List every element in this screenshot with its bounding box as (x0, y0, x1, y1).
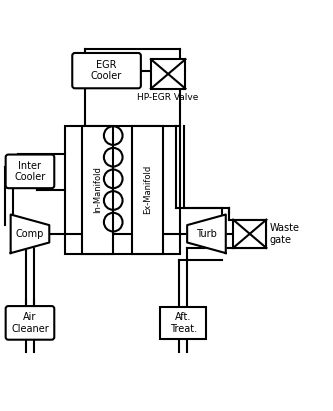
Text: Ex-Manifold: Ex-Manifold (143, 165, 152, 214)
Text: HP-EGR Valve: HP-EGR Valve (138, 92, 199, 102)
Text: EGR
Cooler: EGR Cooler (91, 60, 122, 81)
Text: Waste
gate: Waste gate (270, 223, 300, 245)
Bar (233, 219, 266, 248)
Bar (151, 59, 185, 89)
Text: In-Manifold: In-Manifold (93, 166, 102, 213)
Text: Turb: Turb (196, 229, 217, 239)
FancyBboxPatch shape (6, 306, 54, 340)
Bar (160, 307, 206, 339)
Bar (65, 126, 180, 254)
Bar (82, 126, 113, 254)
FancyBboxPatch shape (72, 53, 141, 88)
Polygon shape (11, 215, 49, 253)
Text: Aft.
Treat.: Aft. Treat. (169, 312, 197, 334)
Text: Air
Cleaner: Air Cleaner (11, 312, 49, 334)
Bar (132, 126, 163, 254)
FancyBboxPatch shape (6, 155, 54, 188)
Text: Inter
Cooler: Inter Cooler (14, 161, 46, 182)
Polygon shape (187, 215, 226, 253)
Text: Comp: Comp (16, 229, 44, 239)
